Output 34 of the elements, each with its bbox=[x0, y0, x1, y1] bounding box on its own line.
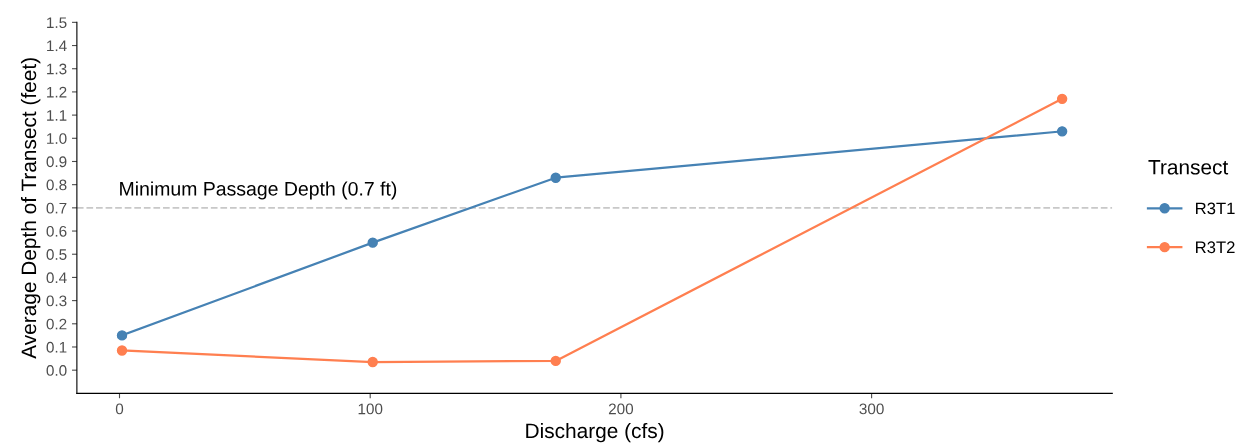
point bbox=[1056, 93, 1068, 105]
y-tick-label: 0.9 bbox=[46, 156, 67, 168]
y-tick-label: 0.4 bbox=[46, 272, 67, 284]
y-tick-label: 0.5 bbox=[46, 249, 67, 260]
y-tick-label: 0.0 bbox=[46, 365, 67, 376]
ref-line-label: Minimum Passage Depth (0.7 ft) bbox=[120, 181, 397, 200]
y-tick-label: 0.3 bbox=[46, 295, 67, 307]
point bbox=[116, 345, 128, 356]
x-tick-label: 300 bbox=[859, 403, 884, 415]
point bbox=[367, 237, 378, 248]
y-tick-label: 0.7 bbox=[46, 202, 67, 214]
y-tick-label: 1.2 bbox=[47, 86, 67, 98]
y-tick-label: 1.5 bbox=[47, 17, 67, 29]
x-tick-label: 200 bbox=[608, 403, 634, 415]
y-tick-label: 0.8 bbox=[46, 179, 67, 191]
y-tick-label: 1.1 bbox=[47, 110, 67, 121]
y-tick-label: 0.6 bbox=[46, 225, 67, 237]
legend-label: R3T1 bbox=[1196, 202, 1235, 215]
x-tick-label: 100 bbox=[358, 403, 383, 415]
legend-label: R3T2 bbox=[1196, 241, 1235, 254]
y-tick-label: 0.1 bbox=[46, 341, 67, 353]
y-tick-label: 1.4 bbox=[47, 40, 67, 52]
point bbox=[550, 355, 561, 367]
legend-title: Transect bbox=[1148, 160, 1229, 175]
point bbox=[1056, 126, 1068, 137]
point bbox=[116, 330, 128, 341]
y-tick-label: 1.3 bbox=[47, 63, 67, 75]
y-axis-title: Average Depth of Transect (feet) bbox=[20, 58, 41, 359]
point bbox=[367, 356, 378, 368]
x-axis-title: Discharge (cfs) bbox=[526, 422, 664, 443]
y-tick-label: 1.0 bbox=[47, 133, 67, 144]
x-tick-label: 0 bbox=[115, 403, 124, 415]
y-tick-label: 0.2 bbox=[46, 318, 67, 330]
point bbox=[550, 172, 561, 183]
